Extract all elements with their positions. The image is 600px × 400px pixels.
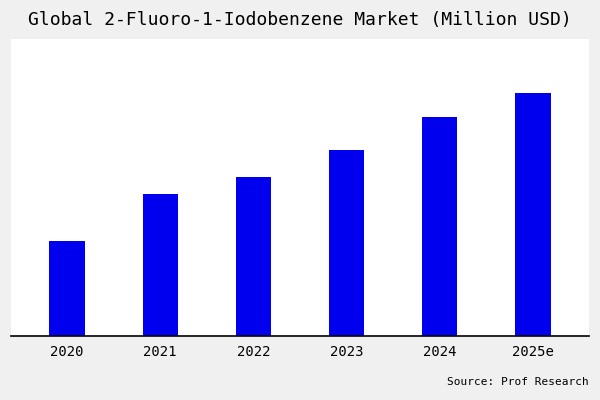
Bar <box>422 116 457 336</box>
Bar <box>329 150 364 336</box>
Bar <box>143 194 178 336</box>
Bar <box>236 177 271 336</box>
Bar <box>49 241 85 336</box>
Title: Global 2-Fluoro-1-Iodobenzene Market (Million USD): Global 2-Fluoro-1-Iodobenzene Market (Mi… <box>28 11 572 29</box>
Bar <box>515 93 551 336</box>
Text: Source: Prof Research: Source: Prof Research <box>447 377 589 387</box>
